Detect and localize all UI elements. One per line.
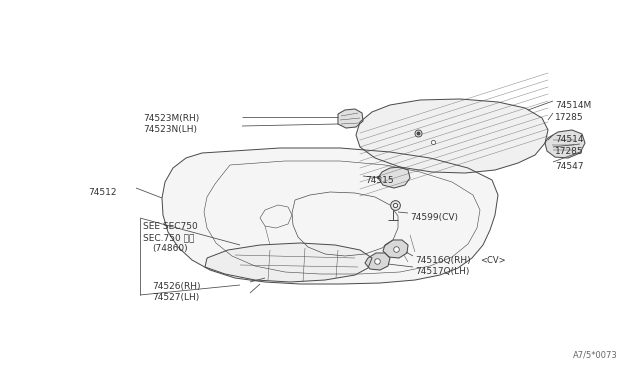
Text: 74512: 74512 <box>88 188 116 197</box>
Text: SEC.750 参照: SEC.750 参照 <box>143 233 195 242</box>
Text: 17285: 17285 <box>555 147 584 156</box>
Text: (74860): (74860) <box>152 244 188 253</box>
Text: SEE SEC750: SEE SEC750 <box>143 222 198 231</box>
Polygon shape <box>356 99 548 173</box>
Text: 74527(LH): 74527(LH) <box>152 293 199 302</box>
Text: 74523N(LH): 74523N(LH) <box>143 125 197 134</box>
Text: 74514M: 74514M <box>555 101 591 110</box>
Text: 74547: 74547 <box>555 162 584 171</box>
Text: 74517Q(LH): 74517Q(LH) <box>415 267 469 276</box>
Text: 74515: 74515 <box>365 176 394 185</box>
Text: 74516Q(RH): 74516Q(RH) <box>415 256 470 265</box>
Text: 74526(RH): 74526(RH) <box>152 282 200 291</box>
Polygon shape <box>545 130 585 158</box>
Polygon shape <box>162 148 498 284</box>
Text: A7/5*0073: A7/5*0073 <box>573 350 618 359</box>
Text: 74523M(RH): 74523M(RH) <box>143 114 199 123</box>
Text: <CV>: <CV> <box>480 256 506 265</box>
Polygon shape <box>378 167 410 188</box>
Polygon shape <box>338 109 363 128</box>
Polygon shape <box>383 240 408 258</box>
Text: 74599(CV): 74599(CV) <box>410 213 458 222</box>
Polygon shape <box>365 253 390 270</box>
Text: 17285: 17285 <box>555 113 584 122</box>
Polygon shape <box>205 243 372 282</box>
Text: 74514: 74514 <box>555 135 584 144</box>
